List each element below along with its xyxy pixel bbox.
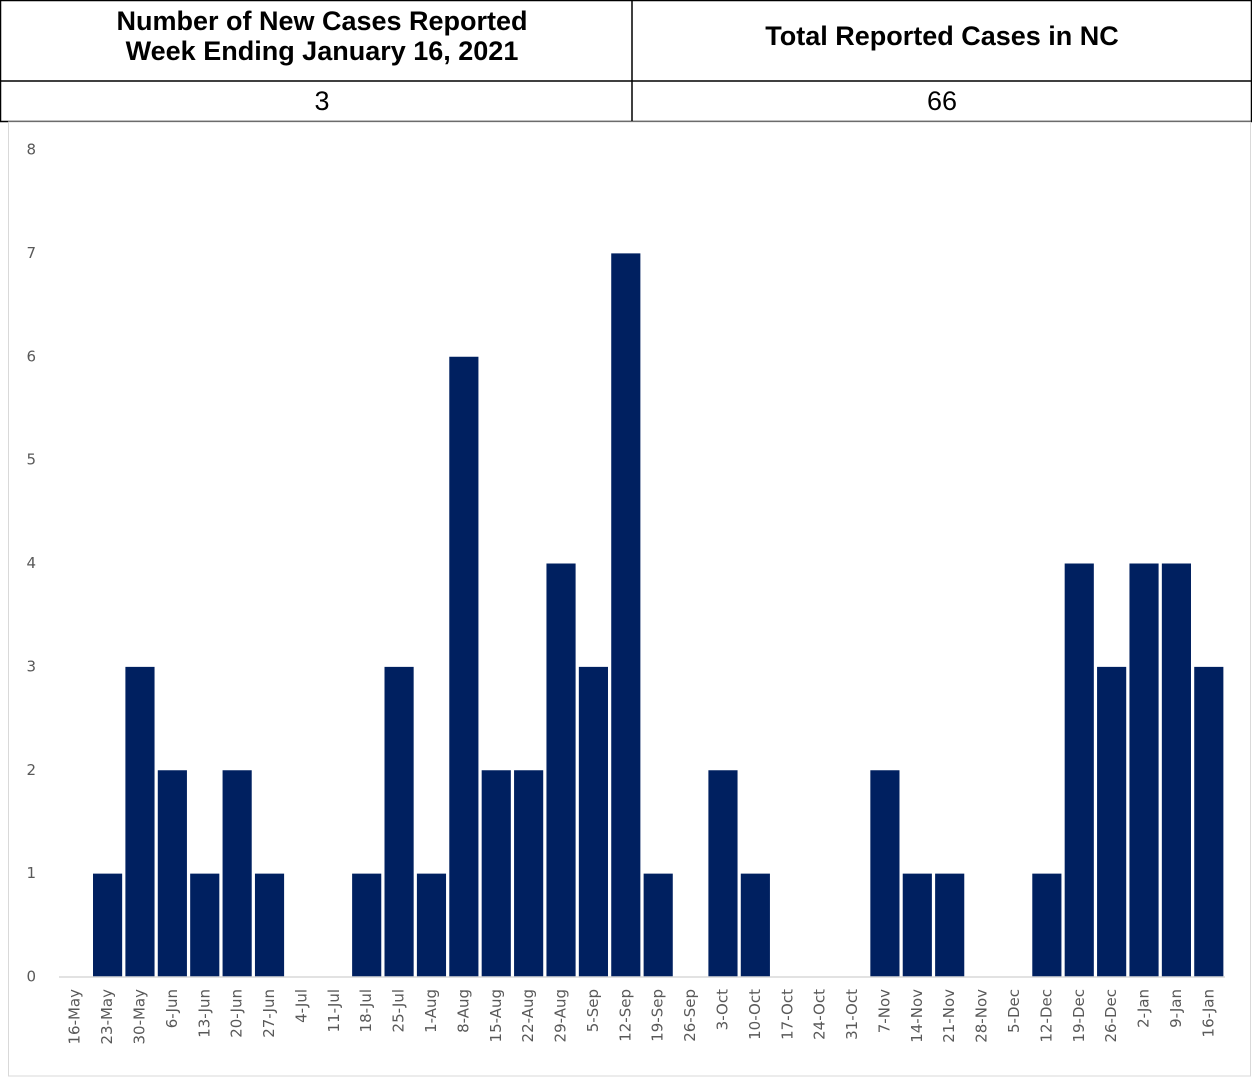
x-tick-label: 25-Jul [390, 989, 408, 1032]
x-tick-label: 23-May [98, 989, 116, 1045]
y-tick-label: 4 [26, 554, 36, 572]
bar [708, 770, 738, 977]
x-tick-label: 18-Jul [357, 989, 375, 1032]
y-tick-label: 8 [26, 141, 36, 159]
bar [449, 356, 479, 977]
header-text: Number of New Cases Reported [116, 6, 527, 36]
x-tick-label: 16-May [66, 989, 84, 1045]
bar [481, 770, 511, 977]
y-tick-label: 0 [26, 968, 36, 986]
bar [902, 873, 932, 977]
x-tick-label: 28-Nov [973, 989, 991, 1043]
x-tick-label: 5-Dec [1005, 989, 1023, 1033]
x-tick-label: 12-Dec [1037, 989, 1055, 1043]
x-tick-label: 14-Nov [908, 989, 926, 1043]
x-tick-label: 2-Jan [1135, 989, 1153, 1028]
x-tick-label: 19-Dec [1070, 989, 1088, 1043]
x-tick-label: 26-Sep [681, 989, 699, 1042]
bar [1064, 563, 1094, 977]
x-tick-label: 8-Aug [454, 989, 472, 1033]
x-tick-label: 27-Jun [260, 989, 278, 1038]
x-tick-label: 1-Aug [422, 989, 440, 1033]
bar [514, 770, 544, 977]
bar [1097, 666, 1127, 977]
cell-value: 66 [927, 86, 957, 116]
x-tick-label: 16-Jan [1199, 989, 1217, 1037]
x-tick-label: 12-Sep [616, 989, 634, 1042]
bar [190, 873, 220, 977]
x-tick-label: 9-Jan [1167, 989, 1185, 1028]
bar [1194, 666, 1224, 977]
y-tick-label: 7 [26, 244, 36, 262]
x-tick-label: 6-Jun [163, 989, 181, 1028]
x-tick-label: 10-Oct [746, 989, 764, 1040]
header-text: Total Reported Cases in NC [765, 21, 1119, 51]
bar [578, 666, 608, 977]
x-tick-label: 11-Jul [325, 989, 343, 1032]
x-tick-label: 24-Oct [811, 989, 829, 1040]
x-tick-label: 3-Oct [713, 989, 731, 1030]
y-tick-label: 3 [26, 657, 36, 675]
chart-border [8, 121, 1251, 1077]
cell-value: 3 [314, 86, 329, 116]
bar [1032, 873, 1062, 977]
x-tick-label: 21-Nov [940, 989, 958, 1043]
x-tick-label: 13-Jun [195, 989, 213, 1038]
x-tick-label: 26-Dec [1102, 989, 1120, 1043]
y-tick-label: 2 [26, 761, 36, 779]
bar [1129, 563, 1159, 977]
x-tick-label: 30-May [130, 989, 148, 1045]
bar [125, 666, 155, 977]
bar [740, 873, 770, 977]
x-tick-label: 17-Oct [778, 989, 796, 1040]
x-tick-label: 15-Aug [487, 989, 505, 1042]
x-tick-label: 5-Sep [584, 989, 602, 1032]
bar [611, 253, 641, 977]
y-tick-label: 5 [26, 451, 36, 469]
bar [416, 873, 447, 977]
bar [870, 770, 900, 977]
x-tick-label: 22-Aug [519, 989, 537, 1042]
bar [93, 873, 123, 977]
y-tick-label: 6 [26, 347, 36, 365]
x-tick-label: 19-Sep [649, 989, 667, 1042]
bar [546, 563, 576, 977]
y-tick-label: 1 [26, 864, 36, 882]
bar [157, 770, 187, 977]
x-tick-label: 4-Jul [292, 989, 310, 1023]
bar [222, 770, 252, 977]
bar [254, 873, 285, 977]
x-tick-label: 20-Jun [228, 989, 246, 1038]
bar [1161, 563, 1191, 977]
bar [352, 873, 382, 977]
x-tick-label: 29-Aug [552, 989, 570, 1042]
x-tick-label: 7-Nov [875, 989, 893, 1033]
header-text: Week Ending January 16, 2021 [126, 36, 519, 66]
bar [643, 873, 673, 977]
x-tick-label: 31-Oct [843, 989, 861, 1040]
bar [935, 873, 965, 977]
bar [384, 666, 414, 977]
